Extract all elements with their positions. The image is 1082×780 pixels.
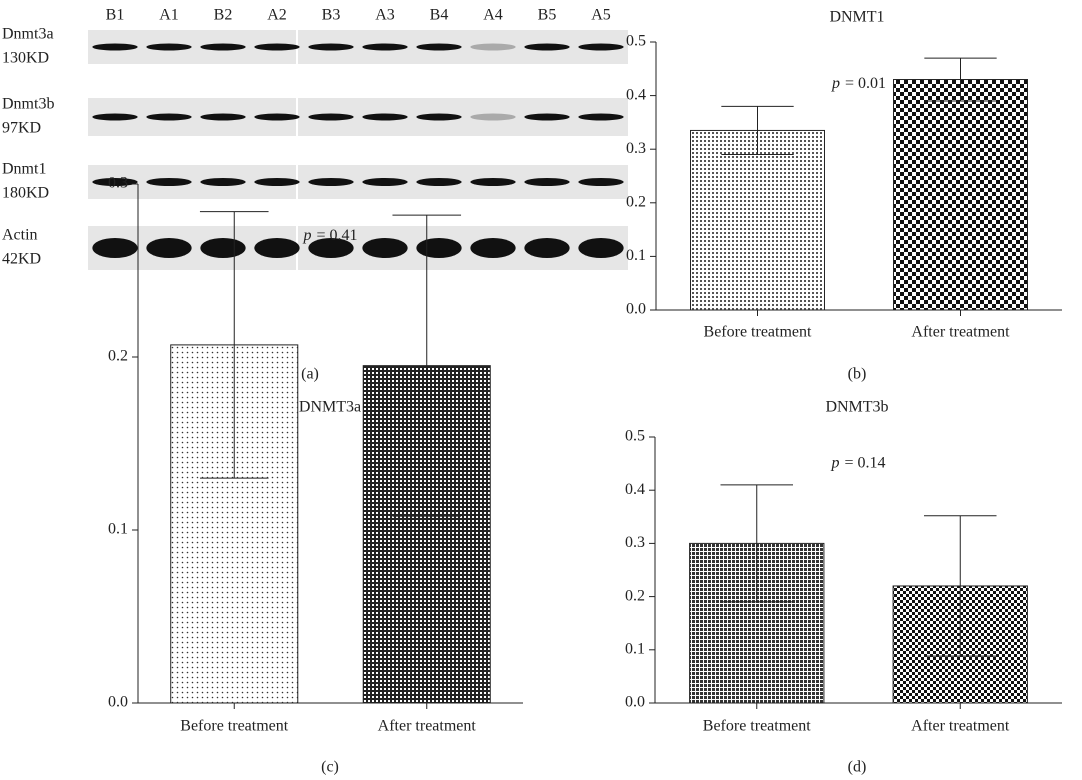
row-name: Dnmt3a	[2, 26, 54, 43]
annotation: p = 0.41	[302, 227, 357, 244]
band	[200, 178, 245, 186]
band	[524, 178, 569, 186]
band	[470, 114, 515, 121]
band	[254, 44, 299, 51]
y-tick-label: 0.2	[625, 587, 645, 604]
band	[578, 44, 623, 51]
page: B1 A1 B2 A2 B3 A3 B4 A4 B5 A5 Dnmt3a 130KD Dnmt3b 97K…	[0, 0, 1082, 780]
band	[524, 114, 569, 121]
band	[416, 44, 461, 51]
row-size: 97KD	[2, 120, 41, 137]
lane-label: B4	[430, 7, 449, 24]
x-tick-label: After treatment	[378, 718, 477, 735]
lane-label: A5	[591, 7, 611, 24]
band	[416, 238, 461, 258]
band	[146, 238, 191, 258]
y-tick-label: 0.1	[108, 521, 128, 538]
bar	[894, 80, 1028, 310]
band	[254, 178, 299, 186]
band	[200, 114, 245, 121]
panel-label: (b)	[848, 366, 867, 383]
band	[200, 238, 245, 258]
band	[416, 178, 461, 186]
chart-title: DNMT3a	[299, 399, 361, 416]
y-tick-label: 0.3	[626, 140, 646, 157]
row-name: Actin	[2, 227, 38, 244]
band	[92, 44, 137, 51]
lane-label: B5	[538, 7, 557, 24]
x-tick-label: Before treatment	[180, 718, 289, 735]
annotation-text: = 0.01	[845, 74, 886, 91]
y-tick-label: 0.5	[625, 428, 645, 445]
lane-label: A4	[483, 7, 503, 24]
lane-label: B3	[322, 7, 341, 24]
lane-label: B2	[214, 7, 233, 24]
band	[416, 114, 461, 121]
band	[470, 238, 515, 258]
lane-label: A1	[159, 7, 179, 24]
band	[146, 178, 191, 186]
band	[362, 238, 407, 258]
band	[524, 238, 569, 258]
band	[146, 44, 191, 51]
row-size: 130KD	[2, 50, 49, 67]
annotation: p = 0.01	[831, 74, 886, 91]
band	[200, 44, 245, 51]
band	[146, 114, 191, 121]
band	[92, 238, 137, 258]
band	[524, 44, 569, 51]
annotation: p = 0.14	[830, 454, 885, 471]
band	[308, 114, 353, 121]
chart-title: DNMT3b	[825, 399, 888, 416]
y-tick-label: 0.5	[626, 33, 646, 50]
band	[92, 114, 137, 121]
band	[308, 44, 353, 51]
panel-label: (a)	[301, 366, 319, 383]
panel-label: (d)	[848, 759, 867, 776]
x-tick-label: Before treatment	[703, 718, 812, 735]
band	[578, 114, 623, 121]
annotation-text: = 0.41	[316, 227, 357, 244]
annotation-symbol: p	[830, 454, 839, 471]
band	[362, 178, 407, 186]
y-tick-label: 0.2	[108, 348, 128, 365]
x-tick-label: After treatment	[911, 718, 1010, 735]
row-size: 180KD	[2, 185, 49, 202]
chart-title: DNMT1	[829, 9, 884, 26]
y-tick-label: 0.4	[626, 86, 646, 103]
y-tick-label: 0.0	[625, 694, 645, 711]
band	[254, 114, 299, 121]
band	[578, 238, 623, 258]
y-tick-label: 0.3	[108, 175, 128, 192]
band	[308, 178, 353, 186]
band	[578, 178, 623, 186]
band	[362, 44, 407, 51]
annotation-symbol: p	[302, 227, 311, 244]
annotation-symbol: p	[831, 74, 840, 91]
band	[254, 238, 299, 258]
y-tick-label: 0.3	[625, 534, 645, 551]
y-tick-label: 0.4	[625, 481, 645, 498]
bar	[691, 130, 825, 310]
y-tick-label: 0.1	[625, 640, 645, 657]
lane-label: A3	[375, 7, 395, 24]
band	[470, 44, 515, 51]
row-name: Dnmt1	[2, 161, 46, 178]
x-tick-label: After treatment	[911, 324, 1010, 341]
annotation-text: = 0.14	[844, 454, 885, 471]
panel-label: (c)	[321, 759, 339, 776]
band	[362, 114, 407, 121]
figure: B1 A1 B2 A2 B3 A3 B4 A4 B5 A5 Dnmt3a 130KD Dnmt3b 97K…	[0, 0, 1082, 780]
row-size: 42KD	[2, 251, 41, 268]
y-tick-label: 0.0	[108, 694, 128, 711]
x-tick-label: Before treatment	[704, 324, 813, 341]
band	[470, 178, 515, 186]
row-name: Dnmt3b	[2, 96, 54, 113]
lane-label: B1	[106, 7, 125, 24]
lane-label: A2	[267, 7, 287, 24]
y-tick-label: 0.0	[626, 301, 646, 318]
y-tick-label: 0.1	[626, 247, 646, 264]
y-tick-label: 0.2	[626, 193, 646, 210]
